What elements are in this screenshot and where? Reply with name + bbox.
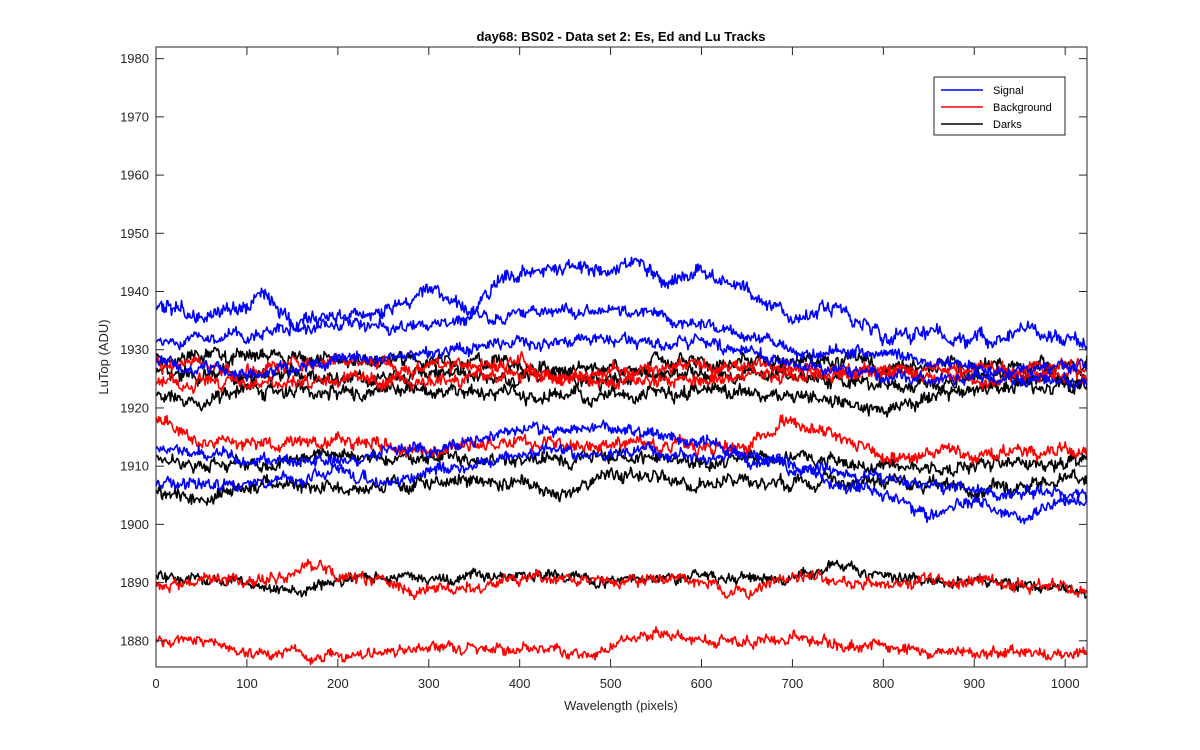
x-axis-label: Wavelength (pixels) [564,698,678,713]
x-tick-label: 1000 [1051,676,1080,691]
x-tick-label: 900 [963,676,985,691]
series-line-darks [156,559,1087,599]
series-line-darks [156,446,1087,477]
series-line-signal [156,419,1087,502]
y-tick-label: 1900 [120,517,149,532]
series-line-signal [156,331,1087,390]
y-axis: 1880 1890 1900 1910 1920 1930 1940 1950 1960 1970… [120,51,1087,648]
x-tick-label: 800 [872,676,894,691]
legend: Signal Background Darks [933,76,1066,136]
x-tick-label: 700 [782,676,804,691]
axes-box [155,46,1088,668]
legend-box [933,76,1066,136]
x-tick-label: 400 [509,676,531,691]
x-tick-label: 200 [327,676,349,691]
legend-label-signal: Signal [993,85,1024,97]
y-tick-label: 1920 [120,400,149,415]
y-axis-label: LuTop (ADU) [96,319,111,394]
series-line-signal [156,441,1087,525]
y-tick-label: 1980 [120,51,149,66]
y-tick-label: 1960 [120,168,149,183]
x-tick-label: 300 [418,676,440,691]
chart-title: day68: BS02 - Data set 2: Es, Ed and Lu … [476,29,765,44]
series-line-signal [156,256,1087,351]
legend-label-background: Background [993,102,1052,114]
y-tick-label: 1950 [120,226,149,241]
series-line-background [156,362,1087,395]
y-tick-label: 1930 [120,342,149,357]
series-layer [156,256,1087,666]
y-tick-label: 1970 [120,109,149,124]
series-line-background [156,414,1087,465]
x-tick-label: 600 [691,676,713,691]
series-line-darks [156,371,1087,418]
series-line-background [156,558,1087,601]
y-tick-label: 1880 [120,633,149,648]
x-axis: 0 100 200 300 400 500 600 700 800 900 1000 [152,47,1080,691]
y-tick-label: 1910 [120,459,149,474]
x-tick-label: 0 [152,676,159,691]
y-tick-label: 1890 [120,575,149,590]
x-tick-label: 500 [600,676,622,691]
series-line-background [156,626,1087,666]
series-line-signal [156,302,1087,377]
legend-label-darks: Darks [993,119,1022,131]
x-tick-label: 100 [236,676,258,691]
y-tick-label: 1940 [120,284,149,299]
